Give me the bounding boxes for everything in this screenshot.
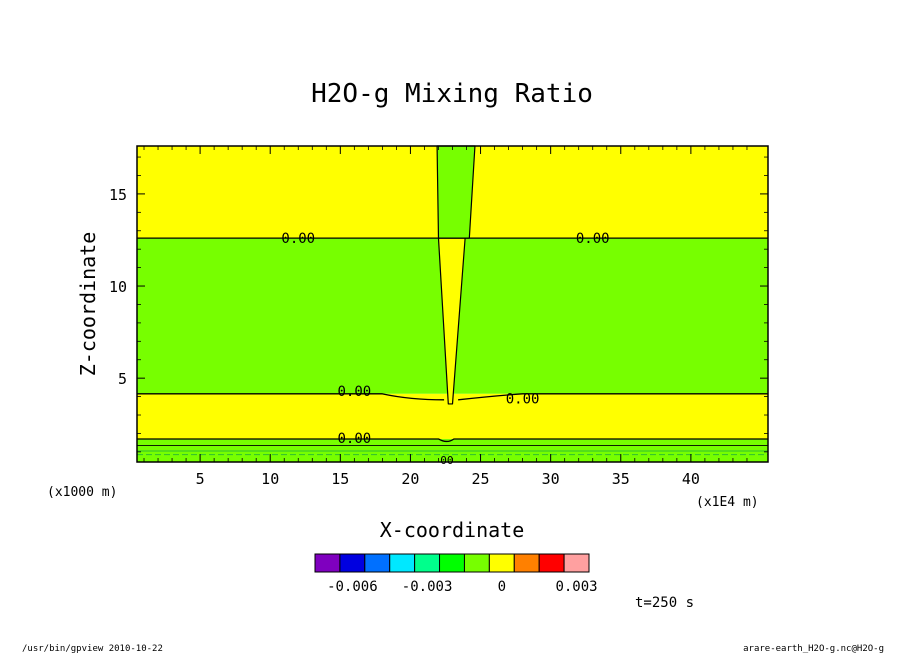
colorbar-tick-label-2: 0 <box>498 579 506 595</box>
contour-label-0: 0.00 <box>281 231 315 247</box>
y-axis-label: Z-coordinate <box>76 232 100 377</box>
x-tick-label-2: 15 <box>331 470 349 488</box>
contour-label-3: 0.00 <box>506 391 540 407</box>
contour-label-4: 0.00 <box>337 431 371 447</box>
chart-title: H2O-g Mixing Ratio <box>311 79 593 109</box>
footer-right: arare-earth_H2O-g.nc@H2O-g <box>743 644 884 654</box>
colorbar-cell-5 <box>439 553 465 573</box>
footer-left: /usr/bin/gpview 2010-10-22 <box>22 644 163 654</box>
colorbar-tick-label-0: -0.006 <box>327 579 378 595</box>
colorbar: -0.006 -0.003 0 0.003 <box>314 553 598 595</box>
colorbar-cell-8 <box>513 553 540 573</box>
colorbar-cell-9 <box>538 553 565 573</box>
plot-area: 0.00 0.00 0.00 0.00 0.00 00 5 10 15 20 25 30 35 40 5 1… <box>109 145 769 488</box>
y-tick-label-1: 10 <box>109 278 127 296</box>
x-tick-label-7: 40 <box>682 470 700 488</box>
x-axis-label: X-coordinate <box>380 518 525 542</box>
column-anomaly-0 <box>436 145 476 239</box>
contour-line-1 <box>137 393 768 401</box>
x-tick-label-0: 5 <box>196 470 205 488</box>
x-axis-unit: (x1E4 m) <box>696 495 759 510</box>
contour-label-5: 00 <box>440 454 453 467</box>
colorbar-cell-6 <box>463 553 490 573</box>
time-label: t=250 s <box>635 595 694 611</box>
colorbar-cell-1 <box>339 553 366 573</box>
colorbar-cell-10 <box>563 553 590 573</box>
contour-label-1: 0.00 <box>576 231 610 247</box>
colorbar-cell-7 <box>488 553 515 573</box>
colorbar-cell-4 <box>414 553 441 573</box>
contour-label-2: 0.00 <box>337 384 371 400</box>
y-tick-label-0: 5 <box>118 370 127 388</box>
x-tick-label-3: 20 <box>401 470 419 488</box>
colorbar-tick-label-3: 0.003 <box>555 579 597 595</box>
y-axis-unit: (x1000 m) <box>47 485 117 500</box>
contour-line-2 <box>137 438 768 443</box>
colorbar-cell-0 <box>314 553 341 573</box>
colorbar-cell-3 <box>389 553 416 573</box>
y-tick-label-2: 15 <box>109 186 127 204</box>
x-tick-label-1: 10 <box>261 470 279 488</box>
x-tick-label-6: 35 <box>612 470 630 488</box>
x-tick-label-5: 30 <box>542 470 560 488</box>
colorbar-tick-label-1: -0.003 <box>402 579 453 595</box>
colorbar-cell-2 <box>364 553 391 573</box>
x-tick-label-4: 25 <box>472 470 490 488</box>
